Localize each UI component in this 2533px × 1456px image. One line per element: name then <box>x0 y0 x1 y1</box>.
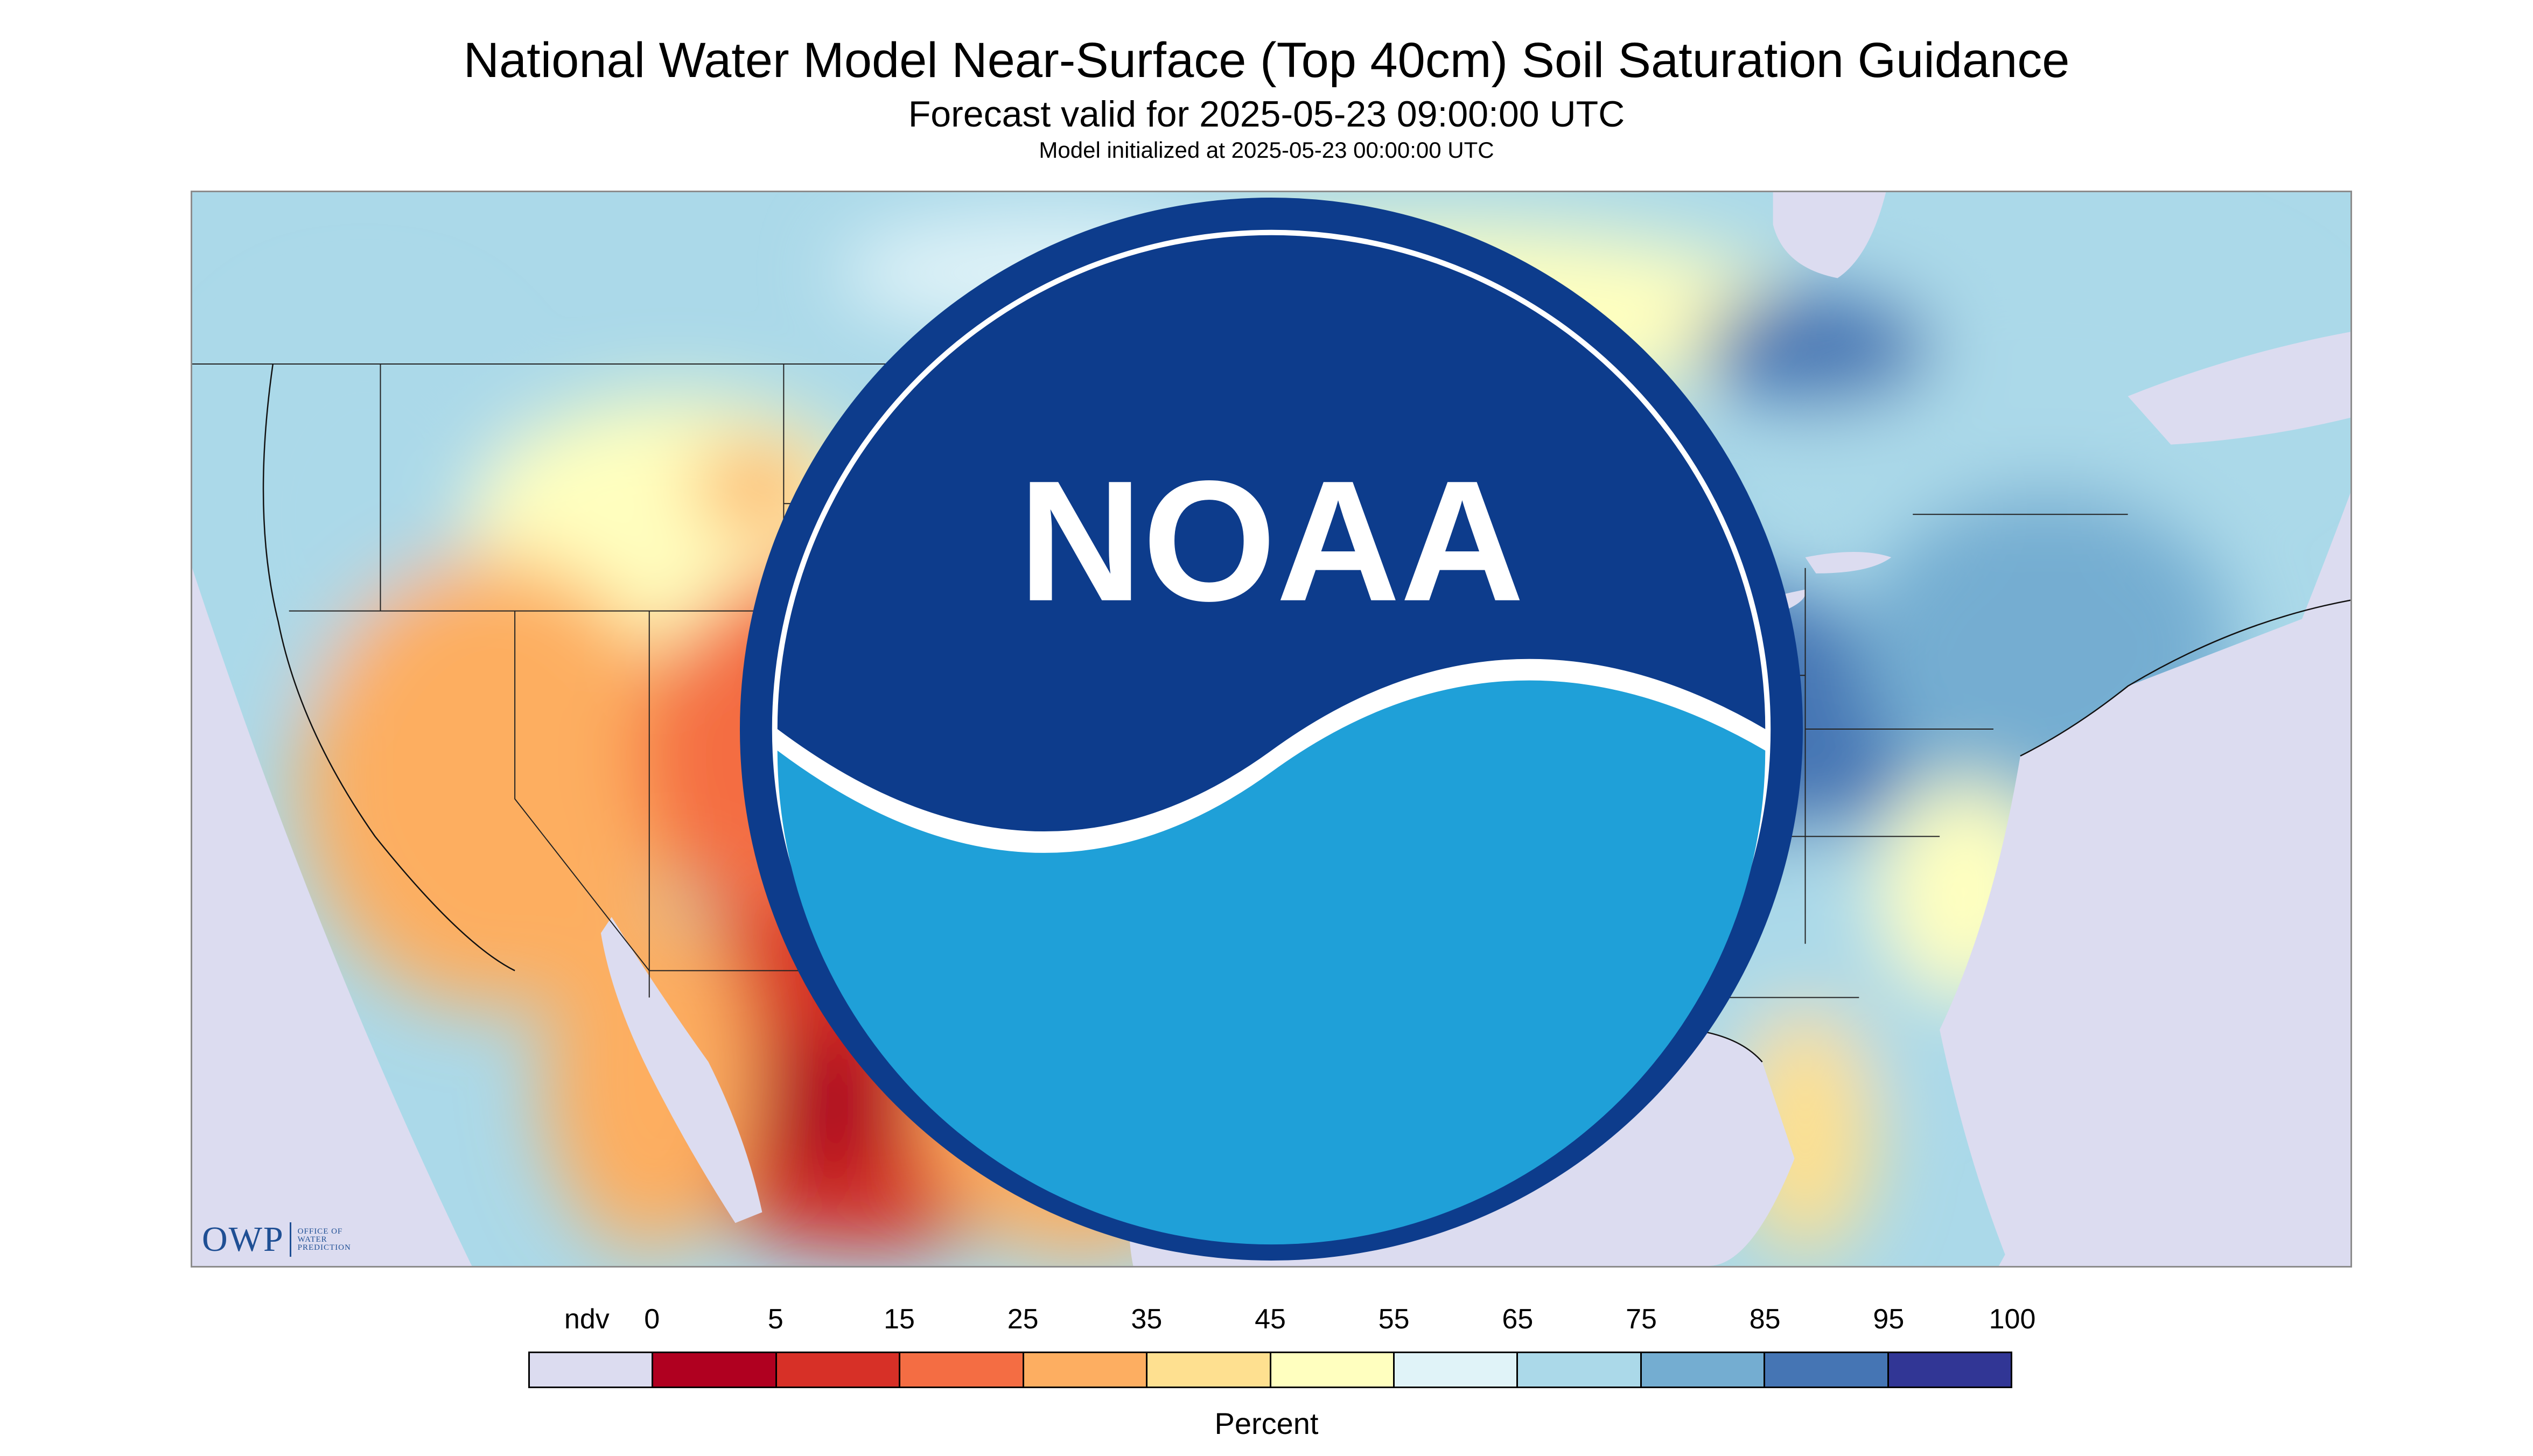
noaa-logo: NOAA <box>739 197 1803 1261</box>
color-legend <box>528 1352 2012 1388</box>
lake-ontario <box>1805 551 1892 573</box>
legend-tick-label: 0 <box>644 1304 660 1335</box>
legend-tick-label: 35 <box>1131 1304 1163 1335</box>
legend-tick-label: 85 <box>1749 1304 1781 1335</box>
map-title: National Water Model Near-Surface (Top 4… <box>463 33 2070 88</box>
legend-swatch <box>1518 1353 1642 1387</box>
legend-swatch <box>1888 1353 2011 1387</box>
noaa-logo-sea <box>777 680 1766 1245</box>
gulf-of-california <box>600 916 762 1223</box>
legend-swatch <box>1394 1353 1519 1387</box>
legend-tick-label: 75 <box>1626 1304 1657 1335</box>
legend-tick-label: 100 <box>1989 1304 2036 1335</box>
noaa-logo-sky <box>777 235 1766 832</box>
owp-logo-subtitle: OFFICE OF WATER PREDICTION <box>297 1227 351 1252</box>
boundary-ca-nv <box>514 611 650 971</box>
soil-saturation-map: OWP OFFICE OF WATER PREDICTION NOAA <box>191 191 2352 1268</box>
legend-tick-label: 55 <box>1378 1304 1410 1335</box>
gulf-st-lawrence <box>2128 332 2350 445</box>
legend-swatch <box>776 1353 901 1387</box>
legend-unit-label: Percent <box>1214 1406 1319 1440</box>
legend-swatch <box>1147 1353 1271 1387</box>
legend-swatch <box>1024 1353 1148 1387</box>
legend-swatch <box>1765 1353 1889 1387</box>
legend-swatch <box>1271 1353 1395 1387</box>
owp-logo: OWP OFFICE OF WATER PREDICTION <box>202 1222 351 1257</box>
legend-tick-label: 65 <box>1502 1304 1534 1335</box>
legend-swatch <box>653 1353 777 1387</box>
atlantic-ocean <box>1940 600 2350 1266</box>
legend-tick-labels: ndv 0 5 15 25 35 45 55 65 75 85 95 100 <box>528 1304 2035 1338</box>
legend-swatch <box>900 1353 1024 1387</box>
forecast-valid-subtitle: Forecast valid for 2025-05-23 09:00:00 U… <box>908 94 1625 135</box>
legend-tick-label: 45 <box>1255 1304 1286 1335</box>
legend-swatch <box>530 1353 654 1387</box>
pacific-coastline <box>262 363 515 971</box>
region-canada-east <box>1778 246 2317 515</box>
legend-tick-label: ndv <box>564 1304 610 1335</box>
legend-swatch <box>1641 1353 1766 1387</box>
hudson-bay <box>1773 192 1886 278</box>
model-init-caption: Model initialized at 2025-05-23 00:00:00… <box>1039 137 1494 163</box>
atlantic-coastline <box>2020 599 2350 757</box>
legend-tick-label: 15 <box>884 1304 915 1335</box>
legend-tick-label: 25 <box>1007 1304 1039 1335</box>
owp-logo-divider <box>289 1222 291 1257</box>
noaa-logo-text: NOAA <box>1018 445 1524 637</box>
owp-logo-letters: OWP <box>202 1220 284 1259</box>
region-hudson-wet <box>1697 289 1935 407</box>
legend-tick-label: 5 <box>767 1304 783 1335</box>
legend-tick-label: 95 <box>1873 1304 1905 1335</box>
